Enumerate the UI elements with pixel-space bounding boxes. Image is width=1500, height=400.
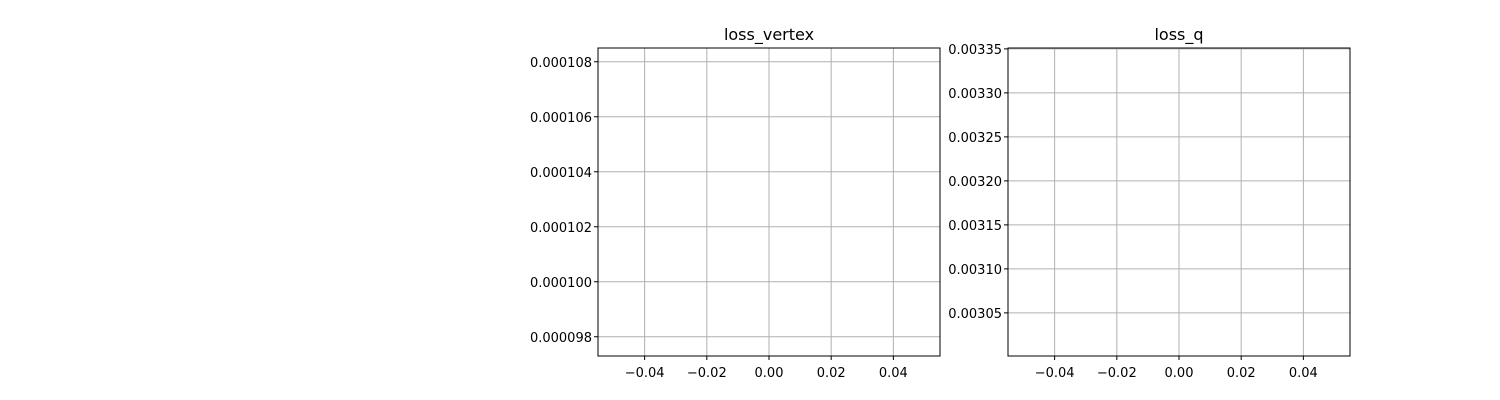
y-tick-label: 0.000098 xyxy=(530,331,592,346)
x-tick-label: −0.04 xyxy=(625,366,665,381)
y-tick-label: 0.000104 xyxy=(530,166,592,181)
chart-loss-q: −0.04 −0.02 0.00 0.02 0.04 0.00305 0.00310 0.00… xyxy=(948,25,1351,381)
y-tick-label: 0.00320 xyxy=(948,175,1002,190)
y-tick-label: 0.000100 xyxy=(530,276,592,291)
y-tick-label: 0.000106 xyxy=(530,111,592,126)
chart-loss-vertex: −0.04 −0.02 0.00 0.02 0.04 0.000098 0.000100 0.… xyxy=(530,25,941,381)
y-tick-label: 0.00310 xyxy=(948,263,1002,278)
y-tick-label: 0.000108 xyxy=(530,56,592,71)
x-tick-label: −0.04 xyxy=(1035,366,1075,381)
y-tick-label: 0.00335 xyxy=(948,43,1002,58)
x-tick-label: −0.02 xyxy=(687,366,727,381)
x-tick-label: −0.02 xyxy=(1097,366,1137,381)
y-tick-label: 0.00315 xyxy=(948,219,1002,234)
x-tick-label: 0.04 xyxy=(1289,366,1318,381)
chart-title: loss_q xyxy=(1154,25,1203,45)
y-tick-label: 0.00325 xyxy=(948,131,1002,146)
x-tick-label: 0.00 xyxy=(755,366,784,381)
y-tick-label: 0.00305 xyxy=(948,307,1002,322)
x-tick-label: 0.00 xyxy=(1165,366,1194,381)
y-tick-label: 0.00330 xyxy=(948,87,1002,102)
x-tick-label: 0.02 xyxy=(817,366,846,381)
chart-title: loss_vertex xyxy=(724,25,814,45)
x-tick-label: 0.02 xyxy=(1227,366,1256,381)
x-tick-label: 0.04 xyxy=(879,366,908,381)
y-tick-label: 0.000102 xyxy=(530,221,592,236)
